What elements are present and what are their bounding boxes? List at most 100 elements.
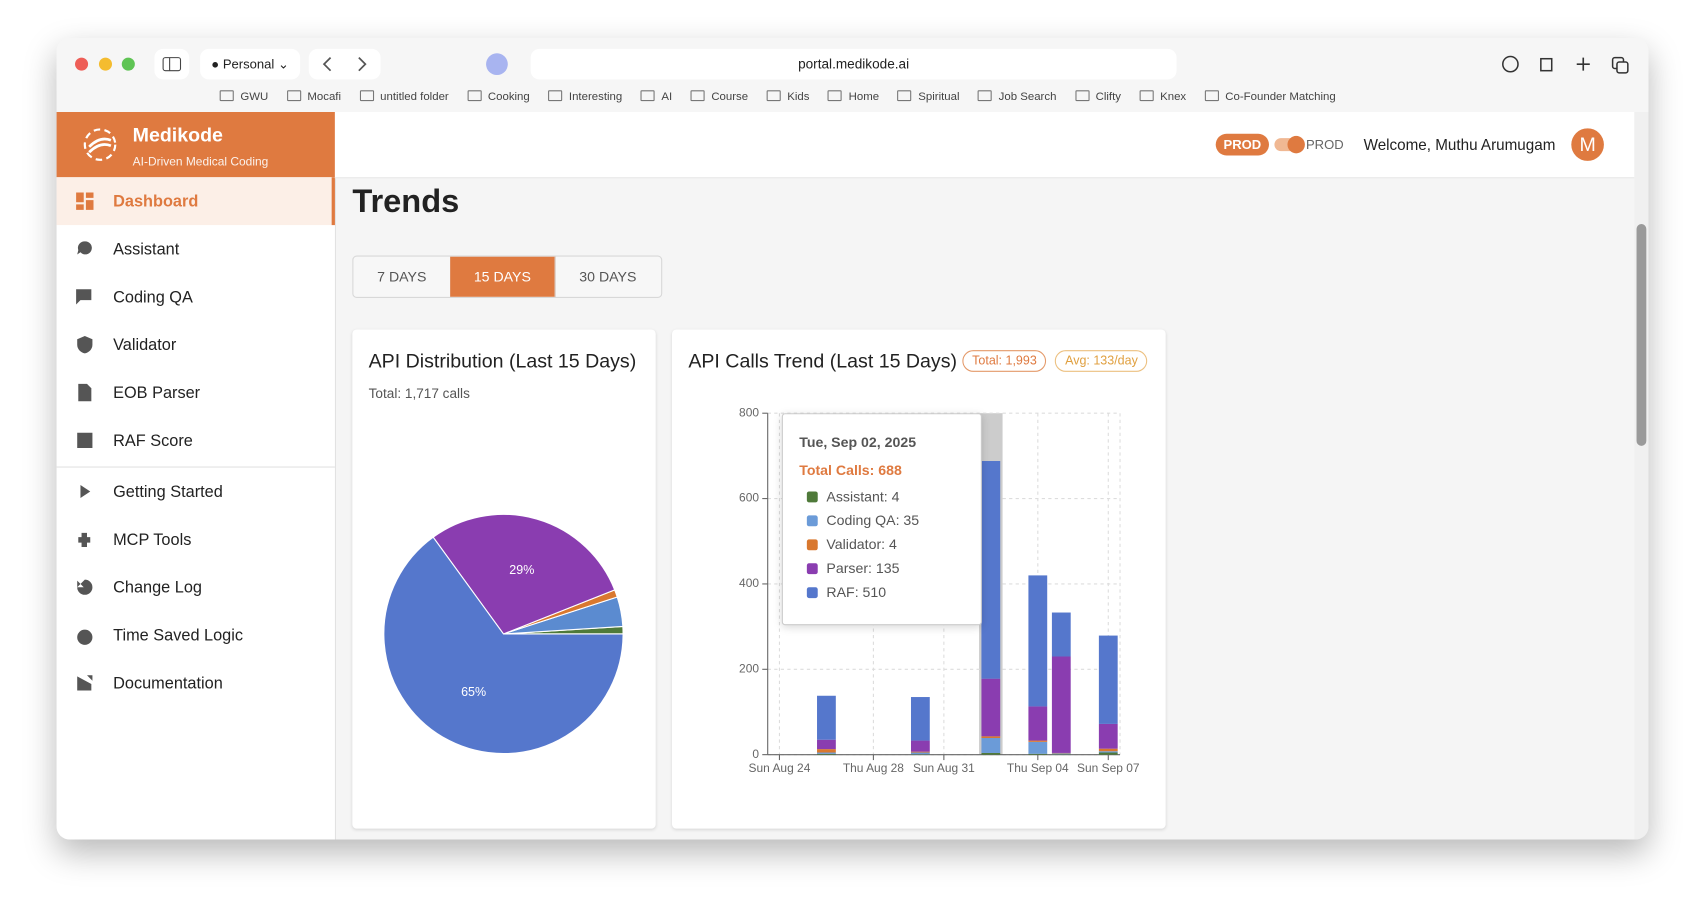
nav-label: MCP Tools	[113, 530, 192, 549]
bookmark[interactable]: Course	[691, 90, 748, 103]
address-bar[interactable]: portal.medikode.ai	[530, 48, 1177, 80]
bar-segment	[910, 697, 930, 741]
y-tick-label: 400	[739, 576, 759, 590]
icon-shape	[77, 626, 93, 645]
nav-item[interactable]: MCP Tools	[57, 515, 335, 563]
nav-label: Time Saved Logic	[113, 625, 244, 645]
bar-segment	[817, 753, 836, 755]
tooltip-dot	[806, 539, 818, 551]
bookmark[interactable]: Kids	[767, 90, 809, 103]
nav-item[interactable]: Documentation	[57, 659, 335, 707]
divider	[56, 466, 335, 468]
chart-title: API Calls Trend (Last 15 Days)	[688, 350, 958, 372]
bookmark[interactable]: Interesting	[548, 90, 622, 103]
icon-shape	[80, 484, 91, 499]
tooltip-item: Validator: 4	[826, 536, 897, 553]
bookmark[interactable]: Spiritual	[898, 90, 959, 103]
bookmark[interactable]: Home	[828, 90, 879, 103]
icon-shape	[77, 579, 93, 595]
bookmark[interactable]: Knex	[1139, 90, 1186, 103]
close-button[interactable]	[75, 57, 89, 71]
bookmark[interactable]: untitled folder	[360, 90, 449, 103]
bar-segment	[981, 678, 1001, 737]
range-tab[interactable]: 30 DAYS	[555, 257, 662, 297]
profile-name: Personal	[222, 56, 275, 72]
extension-icon[interactable]	[486, 53, 508, 76]
sidebar-toggle[interactable]	[154, 48, 190, 80]
tooltip-item: Parser: 135	[826, 560, 900, 577]
nav-icon	[76, 192, 94, 210]
bar-segment	[910, 740, 930, 752]
range-tab[interactable]: 15 DAYS	[450, 256, 556, 297]
browser-chrome: ● Personal ⌄ portal.medikode.ai GWU Mocaf…	[56, 38, 1649, 113]
x-tick-label: Thu Aug 28	[843, 761, 904, 775]
bookmark[interactable]: Clifty	[1075, 90, 1121, 103]
nav-label: Dashboard	[113, 191, 199, 211]
icon-shape	[76, 192, 94, 210]
bar-segment	[981, 461, 1001, 679]
bar-segment	[1051, 656, 1071, 753]
icon-shape	[78, 383, 92, 402]
bar-segment	[981, 752, 1001, 755]
bookmark[interactable]: Mocafi	[287, 90, 341, 103]
tagline: AI-Driven Medical Coding	[132, 155, 269, 169]
sidebar: Medikode AI-Driven Medical Coding Dashbo…	[56, 112, 337, 840]
bar-segment	[1028, 741, 1048, 754]
badge: Total: 1,993	[962, 350, 1047, 372]
bar-segment	[1098, 752, 1118, 755]
nav-item[interactable]: Coding QA	[57, 273, 335, 321]
nav-item[interactable]: Time Saved Logic	[57, 611, 335, 659]
welcome-text: Welcome, Muthu Arumugam	[1363, 135, 1556, 154]
avatar[interactable]: M	[1571, 128, 1604, 161]
toolbar-icons[interactable]	[1497, 51, 1638, 77]
bar-segment	[817, 752, 836, 754]
toggle-label: PROD	[1305, 137, 1344, 153]
bookmark[interactable]: Job Search	[978, 90, 1057, 103]
nav-item[interactable]: Assistant	[57, 225, 335, 273]
bar-segment	[817, 739, 836, 750]
bar-segment	[981, 738, 1001, 753]
nav-item[interactable]: RAF Score	[57, 416, 335, 464]
x-tick-label: Sun Aug 24	[749, 761, 811, 775]
icon-shape	[77, 336, 93, 354]
bar-segment	[1098, 723, 1118, 749]
pie-slice	[383, 536, 624, 755]
nav-label: EOB Parser	[113, 383, 201, 402]
env-toggle[interactable]	[1274, 135, 1305, 154]
nav-item[interactable]: EOB Parser	[57, 369, 335, 417]
bar-segment	[1028, 575, 1048, 707]
nav-arrows[interactable]	[308, 48, 381, 80]
nav-label: Validator	[113, 335, 177, 354]
bookmark[interactable]: Cooking	[467, 90, 530, 103]
nav-item[interactable]: Validator	[57, 321, 335, 369]
slice-label: 65%	[461, 685, 486, 699]
nav-icon	[77, 626, 93, 645]
bar-segment	[1028, 740, 1048, 742]
bookmark[interactable]: GWU	[220, 90, 268, 103]
icon-shape	[77, 241, 92, 255]
brand-name: Medikode	[132, 123, 223, 146]
nav-item[interactable]: Getting Started	[57, 468, 335, 516]
bar-segment	[1098, 635, 1118, 724]
profile-button[interactable]: ● Personal ⌄	[200, 48, 301, 80]
nav-label: Assistant	[113, 239, 180, 259]
pie-slice	[432, 513, 616, 635]
bar-segment	[1051, 612, 1071, 657]
nav-item[interactable]: Dashboard	[56, 177, 335, 226]
zoom-button[interactable]	[121, 57, 135, 71]
nav-label: Getting Started	[113, 482, 223, 501]
minimize-button[interactable]	[98, 57, 113, 71]
x-tick-label: Sun Aug 31	[913, 761, 975, 775]
bookmark[interactable]: Co-Founder Matching	[1205, 90, 1335, 103]
tooltip-dot	[806, 563, 818, 575]
nav-item[interactable]: Change Log	[57, 563, 335, 611]
icon-shape	[77, 432, 93, 449]
bookmark[interactable]: AI	[641, 90, 672, 103]
bar-segment	[817, 695, 836, 740]
bar-segment	[910, 752, 930, 755]
chart-title: API Distribution (Last 15 Days)	[368, 350, 637, 372]
y-tick-label: 0	[752, 747, 759, 761]
scroll-thumb[interactable]	[1636, 224, 1647, 446]
nav-icon	[76, 289, 92, 305]
